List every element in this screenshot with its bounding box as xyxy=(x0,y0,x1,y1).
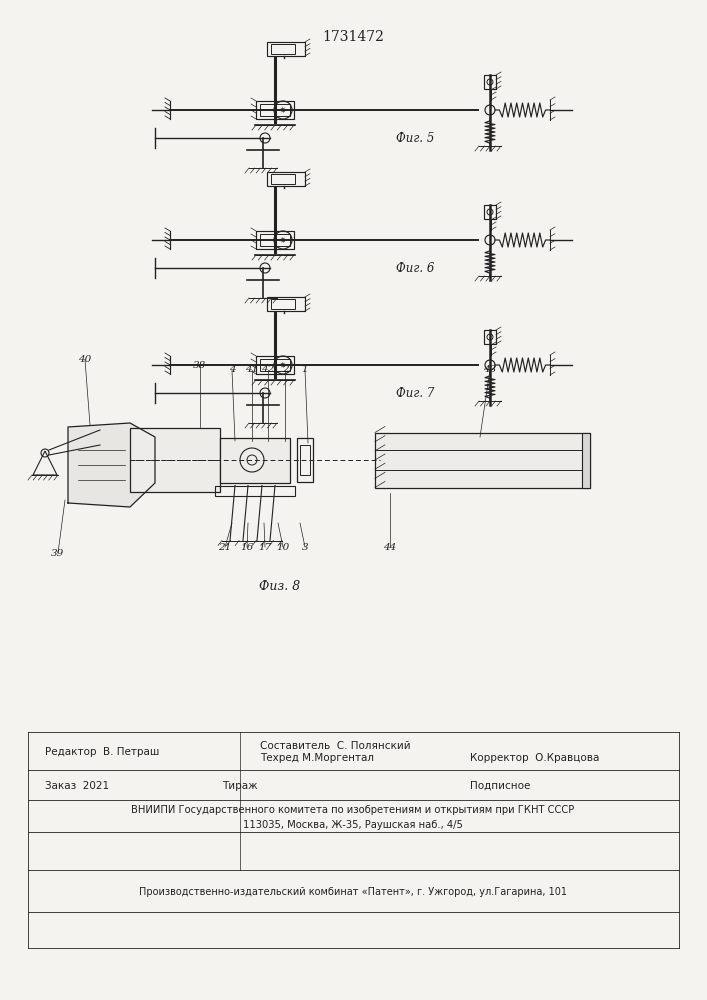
Polygon shape xyxy=(68,423,155,507)
Text: 16: 16 xyxy=(240,542,254,552)
Bar xyxy=(220,438,290,483)
Bar xyxy=(375,432,590,488)
Text: 17: 17 xyxy=(258,542,271,552)
Bar xyxy=(260,104,290,116)
Text: 2: 2 xyxy=(281,365,288,374)
Text: 40: 40 xyxy=(78,356,92,364)
Text: Фиг. 6: Фиг. 6 xyxy=(396,262,434,275)
Text: 21: 21 xyxy=(218,542,232,552)
Text: 1: 1 xyxy=(302,365,308,374)
Bar xyxy=(256,231,294,249)
Bar xyxy=(256,101,294,119)
Text: 113035, Москва, Ж-35, Раушская наб., 4/5: 113035, Москва, Ж-35, Раушская наб., 4/5 xyxy=(243,820,463,830)
Text: Фиг. 5: Фиг. 5 xyxy=(396,132,434,145)
Text: 39: 39 xyxy=(52,548,64,558)
Bar xyxy=(260,234,290,246)
Text: 3: 3 xyxy=(302,542,308,552)
Text: Составитель  С. Полянский: Составитель С. Полянский xyxy=(260,741,411,751)
Text: 42: 42 xyxy=(262,365,274,374)
Text: Тираж: Тираж xyxy=(222,781,258,791)
Text: 43: 43 xyxy=(484,365,496,374)
Bar xyxy=(130,428,220,492)
Text: 41: 41 xyxy=(245,365,259,374)
Text: 44: 44 xyxy=(383,542,397,552)
Bar xyxy=(484,205,496,219)
Bar xyxy=(271,174,295,184)
Text: Редактор  В. Петраш: Редактор В. Петраш xyxy=(45,747,159,757)
Bar xyxy=(484,75,496,89)
Bar xyxy=(271,299,295,309)
Bar xyxy=(267,297,305,311)
Text: Корректор  О.Кравцова: Корректор О.Кравцова xyxy=(470,753,600,763)
Bar xyxy=(300,445,310,475)
Bar xyxy=(582,432,590,488)
Text: ВНИИПИ Государственного комитета по изобретениям и открытиям при ГКНТ СССР: ВНИИПИ Государственного комитета по изоб… xyxy=(132,805,575,815)
Text: Фиг. 7: Фиг. 7 xyxy=(396,387,434,400)
Text: Физ. 8: Физ. 8 xyxy=(259,580,300,593)
Bar xyxy=(297,438,313,482)
Text: 10: 10 xyxy=(276,542,290,552)
Bar xyxy=(215,486,295,495)
Bar xyxy=(267,42,305,56)
Text: Техред М.Моргентал: Техред М.Моргентал xyxy=(260,753,374,763)
Text: 38: 38 xyxy=(194,360,206,369)
Text: 4: 4 xyxy=(228,365,235,374)
Bar xyxy=(256,356,294,374)
Text: Производственно-издательский комбинат «Патент», г. Ужгород, ул.Гагарина, 101: Производственно-издательский комбинат «П… xyxy=(139,887,567,897)
Bar xyxy=(484,330,496,344)
Bar xyxy=(260,359,290,371)
Text: 1731472: 1731472 xyxy=(322,30,384,44)
Bar xyxy=(271,44,295,54)
Bar xyxy=(267,172,305,186)
Text: Подписное: Подписное xyxy=(470,781,530,791)
Text: Заказ  2021: Заказ 2021 xyxy=(45,781,109,791)
